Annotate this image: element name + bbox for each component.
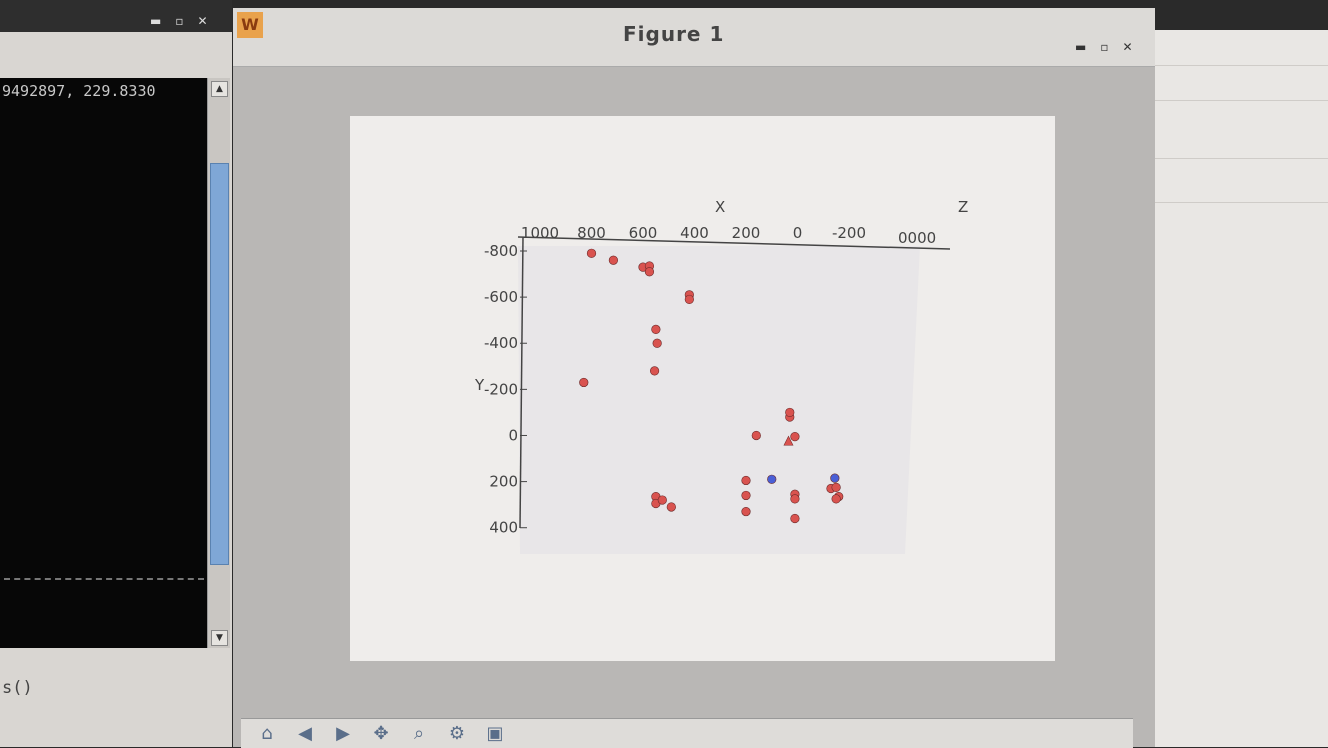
data-point-red bbox=[649, 366, 660, 376]
minimize-icon[interactable]: ▬ bbox=[1075, 40, 1087, 54]
scatter-3d-plot[interactable]: X Z Y 0000 1000 800 600 400 200 0 -200 -800 -60… bbox=[350, 116, 1055, 661]
y-tick-label: -400 bbox=[484, 334, 518, 352]
maximize-icon[interactable]: ▫ bbox=[175, 14, 184, 28]
z-axis-label: Z bbox=[958, 198, 968, 216]
matplotlib-app-icon: W bbox=[237, 12, 263, 38]
x-tick-label: 200 bbox=[732, 224, 761, 242]
y-tick-label: 200 bbox=[489, 473, 518, 491]
background-row bbox=[1155, 65, 1328, 66]
save-icon[interactable]: ▣ bbox=[486, 722, 504, 744]
pan-icon[interactable]: ✥ bbox=[373, 722, 389, 744]
forward-icon[interactable]: ▶ bbox=[336, 722, 350, 744]
minimize-icon[interactable]: ▬ bbox=[150, 14, 162, 28]
data-point-red bbox=[790, 432, 800, 442]
data-point-red bbox=[831, 482, 841, 492]
x-tick-label: 600 bbox=[629, 224, 658, 242]
back-icon[interactable]: ◀ bbox=[298, 722, 312, 744]
x-tick-label: 0 bbox=[793, 224, 803, 242]
data-point-red bbox=[608, 255, 618, 265]
figure-toolbar: ⌂ ◀ ▶ ✥ ⌕ ⚙ ▣ bbox=[241, 718, 1133, 748]
z-axis-tick-cluster: 0000 bbox=[898, 229, 936, 247]
x-tick-label: 400 bbox=[680, 224, 709, 242]
data-point-red bbox=[586, 248, 597, 258]
close-icon[interactable]: ✕ bbox=[1122, 40, 1133, 54]
zoom-icon[interactable]: ⌕ bbox=[413, 722, 425, 744]
data-point-red bbox=[652, 338, 662, 348]
figure-window: W Figure 1 ▬ ▫ ✕ X Z Y 0000 1000 800 600 40… bbox=[233, 8, 1155, 748]
data-point-red bbox=[644, 267, 655, 277]
terminal-text-line: 9492897, 229.8330 bbox=[2, 82, 156, 100]
y-tick-label: -800 bbox=[484, 242, 518, 260]
data-point-red bbox=[790, 513, 800, 524]
x-axis-label: X bbox=[715, 198, 725, 216]
y-tick-label: 0 bbox=[508, 426, 518, 444]
terminal-titlebar: ▬ ▫ ✕ bbox=[0, 0, 232, 32]
data-point-red bbox=[831, 494, 841, 504]
background-row bbox=[1155, 100, 1328, 101]
data-point-red bbox=[741, 475, 751, 486]
figure-title: Figure 1 bbox=[623, 22, 725, 46]
terminal-output[interactable]: 9492897, 229.8330 bbox=[0, 78, 207, 648]
data-point-red bbox=[657, 495, 667, 505]
data-point-red bbox=[741, 506, 751, 517]
y-axis-label: Y bbox=[474, 376, 485, 394]
background-row bbox=[1155, 158, 1328, 159]
data-point-red bbox=[666, 502, 676, 512]
home-icon[interactable]: ⌂ bbox=[261, 722, 273, 744]
background-window bbox=[1155, 30, 1328, 747]
data-point-red bbox=[790, 494, 800, 504]
scroll-down-icon[interactable]: ▼ bbox=[211, 630, 228, 646]
background-row bbox=[1155, 202, 1328, 203]
y-tick-label: -600 bbox=[484, 288, 518, 306]
scroll-up-icon[interactable]: ▲ bbox=[211, 81, 228, 97]
data-point-red bbox=[751, 430, 761, 441]
data-point-blue bbox=[767, 474, 777, 484]
terminal-scrollbar[interactable]: ▲ ▼ bbox=[207, 78, 230, 648]
y-axis-line bbox=[519, 236, 524, 529]
close-icon[interactable]: ✕ bbox=[197, 14, 208, 28]
data-point-blue bbox=[830, 473, 840, 483]
configure-icon[interactable]: ⚙ bbox=[448, 722, 466, 744]
data-point-red bbox=[741, 490, 751, 501]
x-tick-label: 800 bbox=[577, 224, 606, 242]
terminal-window: ▬ ▫ ✕ 9492897, 229.8330 ▲ ▼ s() bbox=[0, 0, 232, 747]
figure-titlebar: W Figure 1 ▬ ▫ ✕ bbox=[233, 8, 1155, 67]
y-tick-label: 400 bbox=[489, 519, 518, 537]
data-point-triangle bbox=[783, 435, 794, 446]
scrollbar-thumb[interactable] bbox=[210, 163, 229, 565]
data-point-red bbox=[651, 324, 661, 335]
console-input-text[interactable]: s() bbox=[2, 678, 33, 698]
maximize-icon[interactable]: ▫ bbox=[1100, 40, 1109, 54]
x-tick-label: 1000 bbox=[521, 224, 559, 242]
data-point-red bbox=[579, 377, 589, 388]
terminal-divider bbox=[4, 578, 204, 580]
data-point-red bbox=[684, 294, 694, 305]
x-axis-line bbox=[517, 236, 951, 250]
data-point-red bbox=[785, 407, 795, 418]
axes-pane bbox=[518, 246, 920, 554]
x-tick-label: -200 bbox=[832, 224, 866, 242]
y-tick-label: -200 bbox=[484, 380, 518, 398]
figure-canvas[interactable]: X Z Y 0000 1000 800 600 400 200 0 -200 -800 -60… bbox=[350, 116, 1055, 661]
